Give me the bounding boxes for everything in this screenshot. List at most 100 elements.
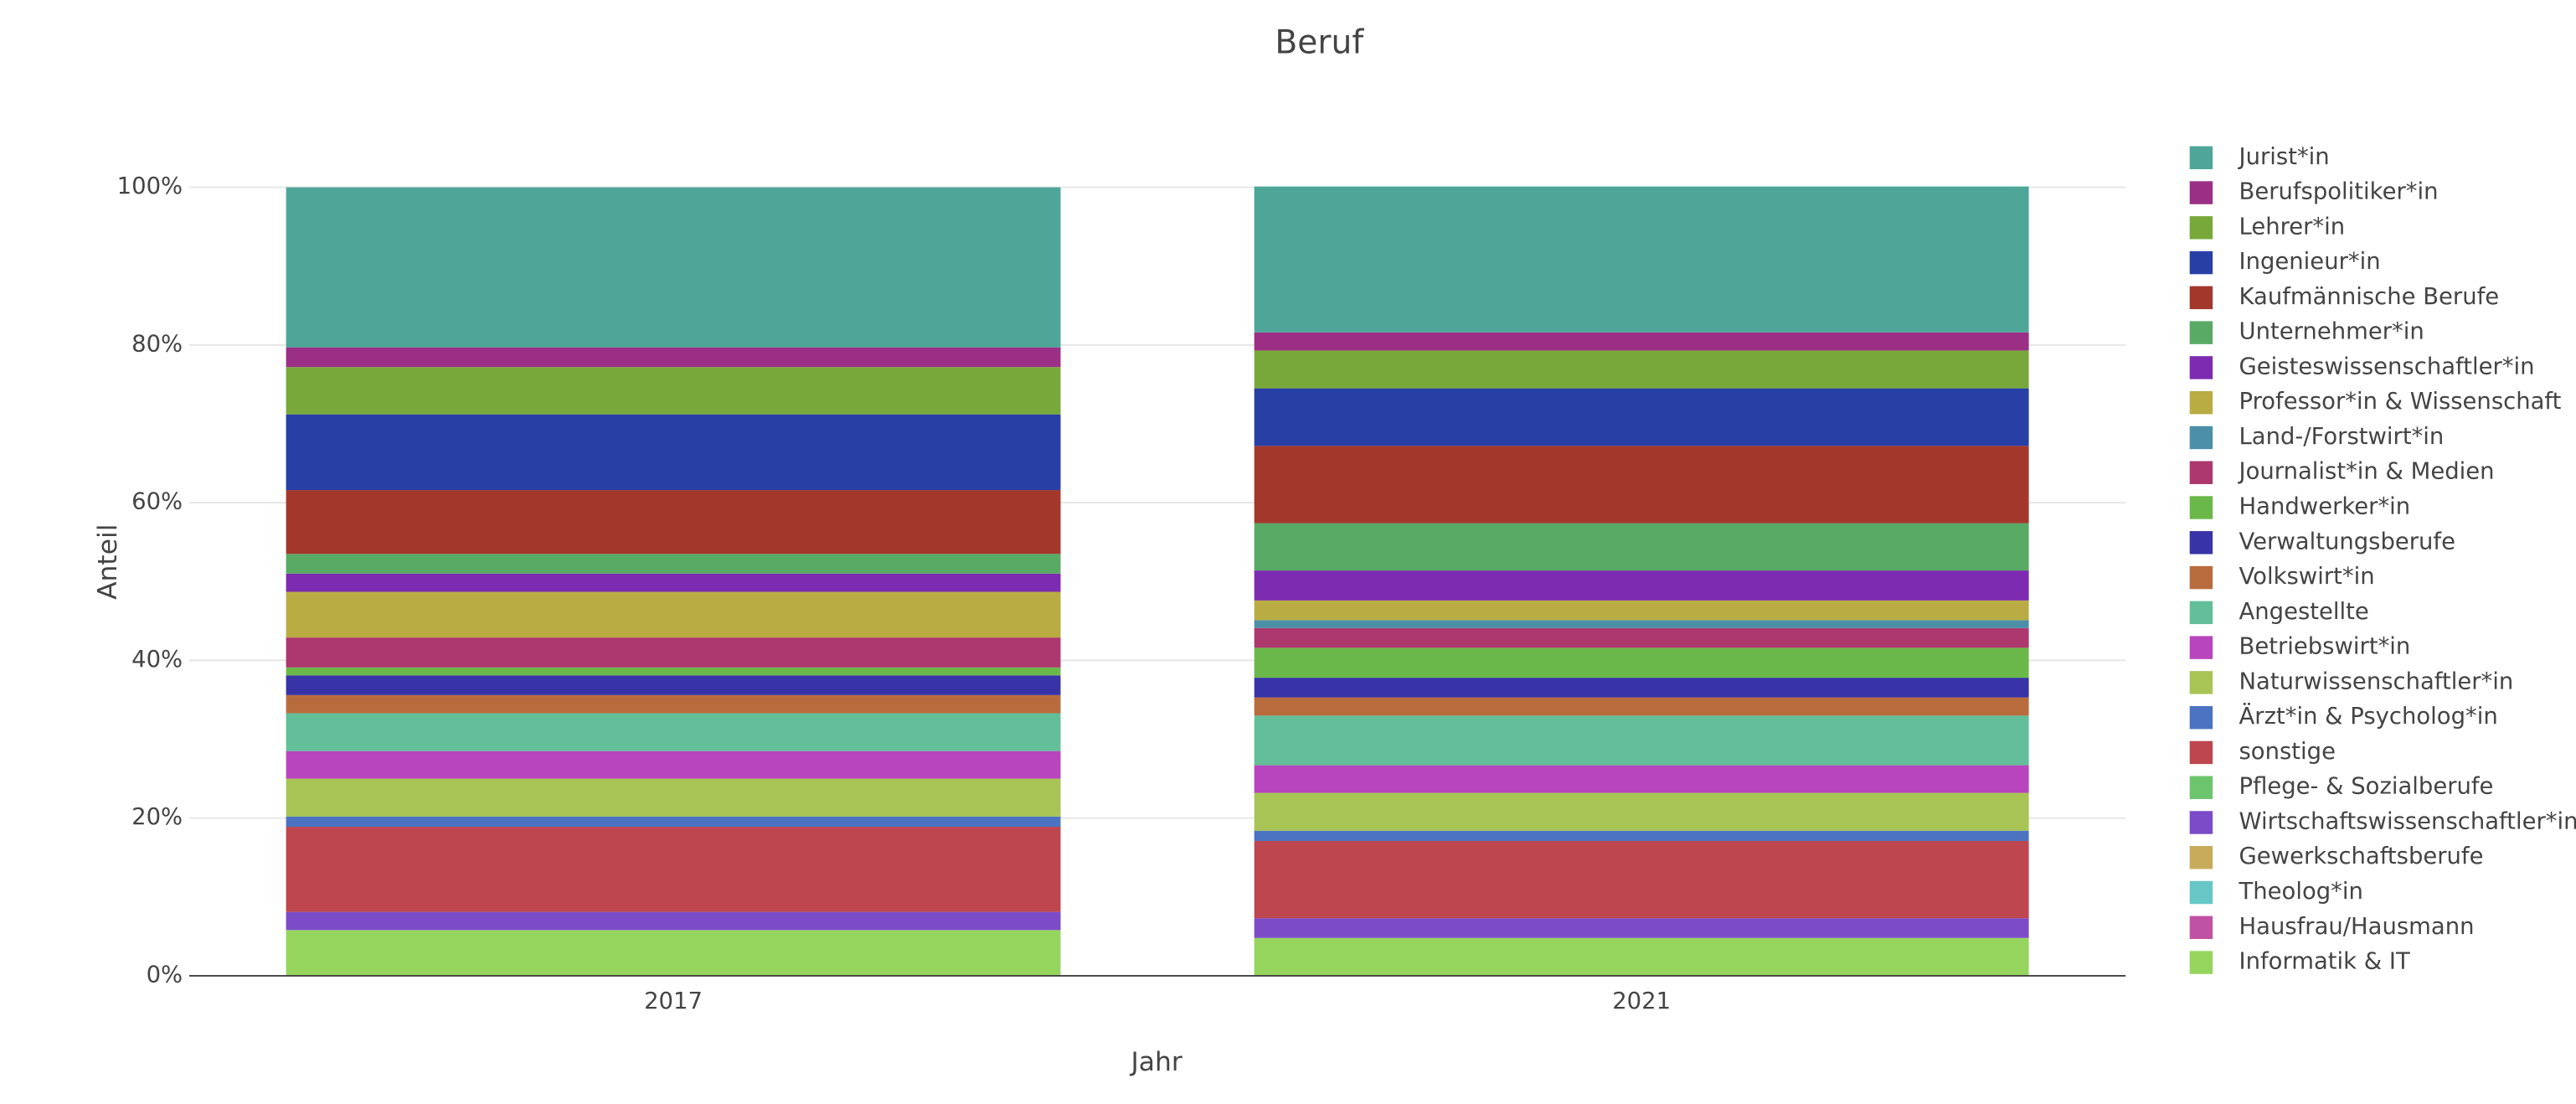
bar-segment [286, 930, 1061, 976]
bar-segment [286, 573, 1061, 592]
bar-segment [286, 667, 1061, 676]
y-tick-label: 80% [131, 331, 183, 357]
bar-segment [286, 367, 1061, 415]
legend-label: Geisteswissenschaftler*in [2239, 353, 2535, 379]
legend-swatch [2189, 776, 2213, 799]
x-tick-label: 2021 [1612, 988, 1671, 1014]
bars [286, 186, 2029, 976]
y-axis-title: Anteil [93, 524, 123, 600]
chart-title: Beruf [1275, 23, 1364, 61]
legend-label: Volkswirt*in [2239, 564, 2375, 590]
legend-label: Professor*in & Wissenschaft [2239, 389, 2562, 415]
bar-segment [286, 554, 1061, 574]
legend-label: Wirtschaftswissenschaftler*in [2239, 808, 2576, 834]
legend-swatch [2189, 705, 2213, 730]
bar-segment [1254, 647, 2029, 678]
legend-swatch [2189, 811, 2213, 834]
bar-segment [1254, 600, 2029, 621]
bar-segment [1254, 620, 2029, 628]
legend-swatch [2189, 846, 2213, 869]
legend-label: Jurist*in [2238, 144, 2330, 170]
legend-label: Unternehmer*in [2239, 319, 2424, 345]
legend-swatch [2189, 880, 2213, 905]
legend-label: Berufspolitiker*in [2239, 179, 2439, 205]
legend-label: Handwerker*in [2239, 494, 2411, 520]
legend-label: Gewerkschaftsberufe [2239, 843, 2484, 869]
legend-label: sonstige [2239, 739, 2336, 765]
bar-segment [286, 187, 1061, 348]
bar-segment [286, 490, 1061, 555]
legend-swatch [2189, 286, 2213, 310]
bar-segment [286, 911, 1061, 931]
bar-segment [1254, 523, 2029, 571]
bar-segment [1254, 350, 2029, 389]
legend-swatch [2189, 565, 2213, 590]
bar-segment [286, 713, 1061, 751]
legend-swatch [2189, 390, 2213, 415]
legend-swatch [2189, 216, 2213, 240]
legend-label: Betriebswirt*in [2239, 634, 2411, 660]
legend-label: Journalist*in & Medien [2238, 459, 2495, 485]
bar-segment [286, 816, 1061, 828]
legend-swatch [2189, 531, 2213, 555]
bar-segment [1254, 840, 2029, 919]
bar-segment [1254, 570, 2029, 601]
legend-swatch [2189, 181, 2213, 204]
legend-swatch [2189, 146, 2213, 170]
legend-swatch [2189, 321, 2213, 344]
legend-label: Naturwissenschaftler*in [2239, 668, 2514, 694]
bar-segment [286, 637, 1061, 668]
legend-swatch [2189, 951, 2213, 974]
legend-label: Theolog*in [2239, 879, 2363, 905]
legend-label: Land-/Forstwirt*in [2239, 424, 2445, 450]
bar-segment [1254, 678, 2029, 698]
axes: 0% 20% 40% 60% 80% 100% 2017 2021 [117, 173, 2126, 1014]
bar-segment [1254, 446, 2029, 524]
legend-swatch [2189, 671, 2213, 694]
y-tick-label: 100% [117, 173, 183, 199]
bar-segment [286, 694, 1061, 714]
bar-segment [286, 591, 1061, 638]
legend-swatch [2189, 496, 2213, 519]
bar-segment [1254, 186, 2029, 333]
bar-segment [1254, 765, 2029, 793]
legend-label: Lehrer*in [2239, 214, 2346, 240]
legend-label: Angestellte [2239, 599, 2369, 625]
x-axis-title: Jahr [1129, 1047, 1182, 1077]
bar-segment [286, 751, 1061, 779]
bar-segment [286, 827, 1061, 912]
bar-segment [1254, 697, 2029, 716]
legend-swatch [2189, 636, 2213, 659]
bar-segment [1254, 830, 2029, 841]
legend-swatch [2189, 740, 2213, 765]
legend-swatch [2189, 356, 2213, 379]
legend-label: Ärzt*in & Psycholog*in [2239, 703, 2498, 730]
legend-swatch [2189, 426, 2213, 450]
bar-segment [1254, 792, 2029, 831]
bar-segment [286, 414, 1061, 491]
legend-swatch [2189, 461, 2213, 484]
x-tick-label: 2017 [644, 988, 703, 1014]
y-tick-label: 60% [131, 489, 183, 515]
bar-segment [286, 347, 1061, 368]
bar-segment [1254, 388, 2029, 446]
bar-segment [286, 675, 1061, 695]
bar-segment [286, 778, 1061, 817]
legend-swatch [2189, 601, 2213, 625]
bar-segment [1254, 332, 2029, 351]
legend-label: Hausfrau/Hausmann [2239, 914, 2475, 940]
legend-swatch [2189, 916, 2213, 940]
legend-label: Informatik & IT [2239, 949, 2410, 975]
bar-segment [1254, 715, 2029, 766]
legend-swatch [2189, 250, 2213, 275]
bar-segment [1254, 918, 2029, 938]
bar-segment [1254, 627, 2029, 648]
y-tick-label: 0% [147, 962, 183, 988]
legend-label: Pflege- & Sozialberufe [2239, 774, 2494, 800]
legend-label: Verwaltungsberufe [2239, 529, 2455, 555]
y-tick-label: 40% [131, 647, 183, 673]
bar-segment [1254, 937, 2029, 976]
y-tick-label: 20% [131, 804, 183, 830]
legend: Informatik & IT Hausfrau/Hausmann Theolog*… [2189, 144, 2576, 975]
